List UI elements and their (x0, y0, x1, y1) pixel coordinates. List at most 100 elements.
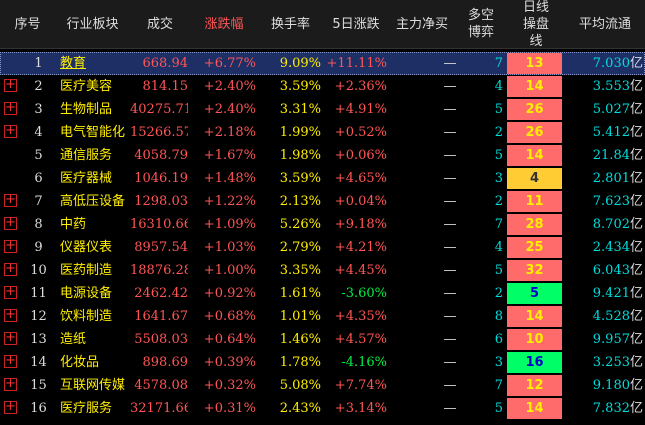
column-header[interactable]: 平均流通 (565, 0, 645, 48)
volume: 814.15 (142, 79, 189, 94)
column-header[interactable]: 日线操盘线 (507, 0, 565, 49)
sector-name: 仪器仪表 (60, 240, 113, 255)
expand-icon[interactable]: + (4, 215, 17, 230)
daily-line: 11 (507, 191, 562, 212)
row-number: 15 (30, 378, 47, 393)
avg-float-value: 5.027 (592, 102, 630, 117)
long-short: 5 (494, 401, 503, 416)
avg-float: 6.043亿 (565, 259, 643, 282)
column-header[interactable]: 序号 (0, 0, 55, 48)
avg-float: 7.030亿 (565, 52, 643, 75)
expand-icon[interactable]: + (4, 261, 17, 276)
expand-icon[interactable]: + (4, 192, 17, 207)
change: +1.22% (203, 194, 256, 209)
sector-name: 造纸 (60, 332, 87, 347)
change-5d: +4.35% (334, 309, 387, 324)
sector-name: 电源设备 (60, 286, 113, 301)
column-header[interactable]: 5日涨跌 (323, 0, 389, 48)
row-number: 9 (34, 240, 43, 255)
turnover: 1.99% (279, 125, 321, 140)
volume: 5508.03 (134, 332, 188, 347)
avg-float-value: 7.832 (592, 401, 630, 416)
change: +0.92% (203, 286, 256, 301)
daily-line: 14 (507, 145, 562, 166)
expand-icon[interactable]: + (4, 123, 17, 138)
turnover: 1.98% (279, 148, 321, 163)
column-header[interactable]: 换手率 (258, 0, 323, 48)
column-header[interactable]: 主力净买 (389, 0, 455, 48)
table-row[interactable]: 5 通信服务 4058.79 +1.67% 1.98% +0.06% —5 14 21.84亿 (0, 144, 645, 167)
daily-line: 16 (507, 352, 562, 373)
column-header[interactable]: 多空博弈 (455, 0, 507, 48)
change: +0.31% (203, 401, 256, 416)
change: +1.00% (203, 263, 256, 278)
turnover: 3.59% (279, 79, 321, 94)
row-number: 2 (34, 79, 43, 94)
volume: 16310.66 (130, 217, 188, 232)
sector-name: 医药制造 (60, 263, 113, 278)
row-number: 8 (34, 217, 43, 232)
change-5d: +0.52% (334, 125, 387, 140)
table-row[interactable]: +12 饮料制造 1641.67 +0.68% 1.01% +4.35% —8 14 4.528… (0, 305, 645, 328)
avg-float: 2.801亿 (565, 167, 643, 190)
avg-float: 8.702亿 (565, 213, 643, 236)
expand-icon[interactable]: + (4, 353, 17, 368)
column-header[interactable]: 涨跌幅 (190, 0, 258, 48)
sector-name: 中药 (60, 217, 87, 232)
expand-icon[interactable]: + (4, 77, 17, 92)
expand-icon[interactable]: + (4, 376, 17, 391)
row-number: 3 (34, 102, 43, 117)
long-short: 4 (494, 240, 503, 255)
row-number: 11 (30, 286, 47, 301)
column-header-label: 多空博弈 (467, 8, 494, 40)
avg-float: 21.84亿 (565, 144, 643, 167)
table-row[interactable]: +7 高低压设备 1298.03 +1.22% 2.13% +0.04% —2 11 7.623… (0, 190, 645, 213)
expand-icon[interactable]: + (4, 399, 17, 414)
net-buy: — (443, 263, 457, 278)
sector-name: 医疗美容 (60, 79, 113, 94)
expand-icon[interactable]: + (4, 100, 17, 115)
turnover: 5.26% (279, 217, 321, 232)
expand-icon[interactable]: + (4, 284, 17, 299)
avg-float-value: 3.553 (592, 79, 630, 94)
expand-icon[interactable]: + (4, 307, 17, 322)
column-header[interactable]: 行业板块 (55, 0, 130, 48)
net-buy: — (443, 240, 457, 255)
table-row[interactable]: +15 互联网传媒 4578.08 +0.32% 5.08% +7.74% —7 12 9.18… (0, 374, 645, 397)
row-number: 7 (34, 194, 43, 209)
table-row[interactable]: +14 化妆品 898.69 +0.39% 1.78% -4.16% —3 16 3.253亿 (0, 351, 645, 374)
turnover: 1.01% (279, 309, 321, 324)
table-row[interactable]: 6 医疗器械 1046.19 +1.48% 3.59% +4.65% —3 4 2.801亿 (0, 167, 645, 190)
change: +0.39% (203, 355, 256, 370)
long-short: 7 (494, 378, 503, 393)
column-header-label: 涨跌幅 (204, 16, 244, 32)
table-row[interactable]: +10 医药制造 18876.28 +1.00% 3.35% +4.45% —5 32 6.04… (0, 259, 645, 282)
table-row[interactable]: 1 教育 668.94 +6.77% 9.09% +11.11% —7 13 7.030亿 (0, 52, 645, 75)
column-header[interactable]: 成交 (130, 0, 190, 48)
table-row[interactable]: +3 生物制品 40275.71 +2.40% 3.31% +4.91% —5 26 5.027… (0, 98, 645, 121)
expand-icon[interactable]: + (4, 330, 17, 345)
sector-name: 饮料制造 (60, 309, 113, 324)
avg-float-value: 8.702 (592, 217, 630, 232)
change: +0.32% (203, 378, 256, 393)
avg-float-value: 9.180 (592, 378, 630, 393)
table-row[interactable]: +11 电源设备 2462.42 +0.92% 1.61% -3.60% —2 5 9.421亿 (0, 282, 645, 305)
table-row[interactable]: +2 医疗美容 814.15 +2.40% 3.59% +2.36% —4 14 3.553亿 (0, 75, 645, 98)
long-short: 8 (494, 309, 503, 324)
table-row[interactable]: +13 造纸 5508.03 +0.64% 1.46% +4.57% —6 10 9.957亿 (0, 328, 645, 351)
sector-name: 高低压设备 (60, 194, 126, 209)
volume: 1046.19 (134, 171, 188, 186)
avg-float-unit: 亿 (629, 148, 643, 163)
daily-line: 10 (507, 329, 562, 350)
table-row[interactable]: +8 中药 16310.66 +1.09% 5.26% +9.18% —7 28 8.702亿 (0, 213, 645, 236)
avg-float-value: 3.253 (592, 355, 630, 370)
table-row[interactable]: +9 仪器仪表 8957.54 +1.03% 2.79% +4.21% —4 25 2.434亿 (0, 236, 645, 259)
turnover: 5.08% (279, 378, 321, 393)
avg-float-unit: 亿 (629, 217, 643, 232)
volume: 4578.08 (134, 378, 188, 393)
change-5d: +4.65% (334, 171, 387, 186)
table-row[interactable]: +16 医疗服务 32171.66 +0.31% 2.43% +3.14% —5 14 7.83… (0, 397, 645, 420)
table-row[interactable]: +4 电气智能化 15266.57 +2.18% 1.99% +0.52% —2 26 5.41… (0, 121, 645, 144)
change-5d: +7.74% (334, 378, 387, 393)
expand-icon[interactable]: + (4, 238, 17, 253)
